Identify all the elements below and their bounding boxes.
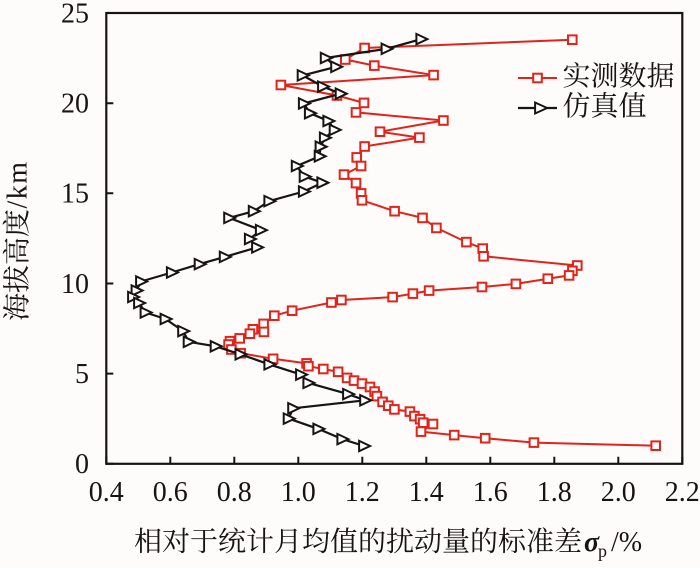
svg-text:0.6: 0.6: [153, 477, 188, 508]
svg-text:1.4: 1.4: [409, 477, 444, 508]
svg-text:σ: σ: [584, 527, 600, 558]
svg-text:/%: /%: [611, 527, 642, 558]
svg-text:0: 0: [75, 449, 89, 480]
svg-text:15: 15: [61, 179, 89, 210]
svg-text:5: 5: [75, 359, 89, 390]
svg-text:2.2: 2.2: [665, 477, 700, 508]
svg-text:25: 25: [61, 0, 89, 29]
svg-text:/km: /km: [3, 160, 34, 208]
svg-text:0.4: 0.4: [89, 477, 124, 508]
svg-text:1.6: 1.6: [473, 477, 508, 508]
svg-text:20: 20: [61, 89, 89, 120]
svg-text:p: p: [598, 541, 607, 561]
svg-text:1.8: 1.8: [537, 477, 572, 508]
svg-text:1.2: 1.2: [345, 477, 380, 508]
svg-text:2.0: 2.0: [601, 477, 636, 508]
svg-text:10: 10: [61, 269, 89, 300]
svg-text:0.8: 0.8: [217, 477, 252, 508]
svg-text:1.0: 1.0: [281, 477, 316, 508]
